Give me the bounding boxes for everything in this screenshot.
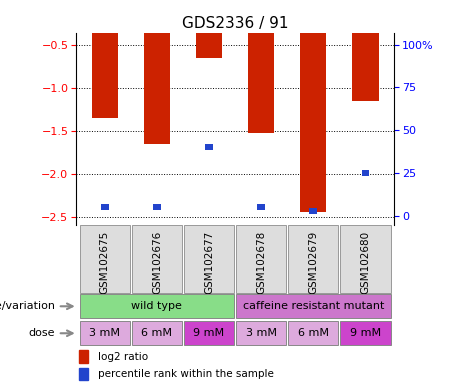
Bar <box>80 225 130 293</box>
Text: dose: dose <box>29 328 55 338</box>
Bar <box>236 225 286 293</box>
Text: 9 mM: 9 mM <box>194 328 225 338</box>
Text: GSM102678: GSM102678 <box>256 231 266 294</box>
Bar <box>300 3 326 212</box>
Bar <box>288 225 338 293</box>
Bar <box>361 170 369 176</box>
Text: GSM102675: GSM102675 <box>100 231 110 294</box>
Text: GSM102680: GSM102680 <box>361 231 371 294</box>
Bar <box>80 321 130 345</box>
Text: 6 mM: 6 mM <box>142 328 172 338</box>
Bar <box>340 225 390 293</box>
Text: caffeine resistant mutant: caffeine resistant mutant <box>242 301 384 311</box>
Text: log2 ratio: log2 ratio <box>98 352 148 362</box>
Bar <box>153 204 161 210</box>
Bar <box>184 321 234 345</box>
Bar <box>92 3 118 118</box>
Text: GSM102677: GSM102677 <box>204 231 214 294</box>
Title: GDS2336 / 91: GDS2336 / 91 <box>182 17 289 31</box>
Bar <box>236 294 390 318</box>
Text: 3 mM: 3 mM <box>246 328 277 338</box>
Bar <box>79 368 88 380</box>
Text: genotype/variation: genotype/variation <box>0 301 55 311</box>
Bar <box>101 204 109 210</box>
Bar <box>236 321 286 345</box>
Bar <box>205 144 213 151</box>
Bar <box>257 204 265 210</box>
Bar <box>248 3 274 133</box>
Bar <box>184 225 234 293</box>
Text: wild type: wild type <box>131 301 183 311</box>
Bar <box>288 321 338 345</box>
Text: percentile rank within the sample: percentile rank within the sample <box>98 369 274 379</box>
Bar <box>80 294 234 318</box>
Text: 3 mM: 3 mM <box>89 328 120 338</box>
Text: GSM102676: GSM102676 <box>152 231 162 294</box>
Bar <box>132 321 182 345</box>
Bar <box>79 350 88 362</box>
Bar <box>309 208 317 214</box>
Bar <box>132 225 182 293</box>
Bar <box>144 3 170 144</box>
Bar <box>196 3 222 58</box>
Text: 6 mM: 6 mM <box>298 328 329 338</box>
Text: 9 mM: 9 mM <box>350 328 381 338</box>
Bar <box>340 321 390 345</box>
Bar <box>353 3 378 101</box>
Text: GSM102679: GSM102679 <box>308 231 319 294</box>
